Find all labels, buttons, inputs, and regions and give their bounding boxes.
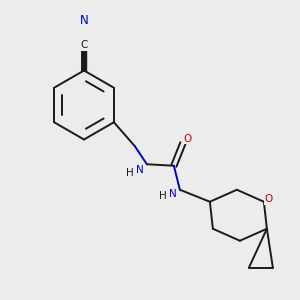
Text: N: N: [169, 189, 176, 199]
Text: N: N: [80, 14, 88, 28]
Text: C: C: [80, 40, 88, 50]
Text: H: H: [159, 191, 167, 201]
Text: O: O: [264, 194, 272, 204]
Text: H: H: [126, 168, 134, 178]
Text: N: N: [136, 165, 143, 175]
Text: O: O: [183, 134, 191, 144]
